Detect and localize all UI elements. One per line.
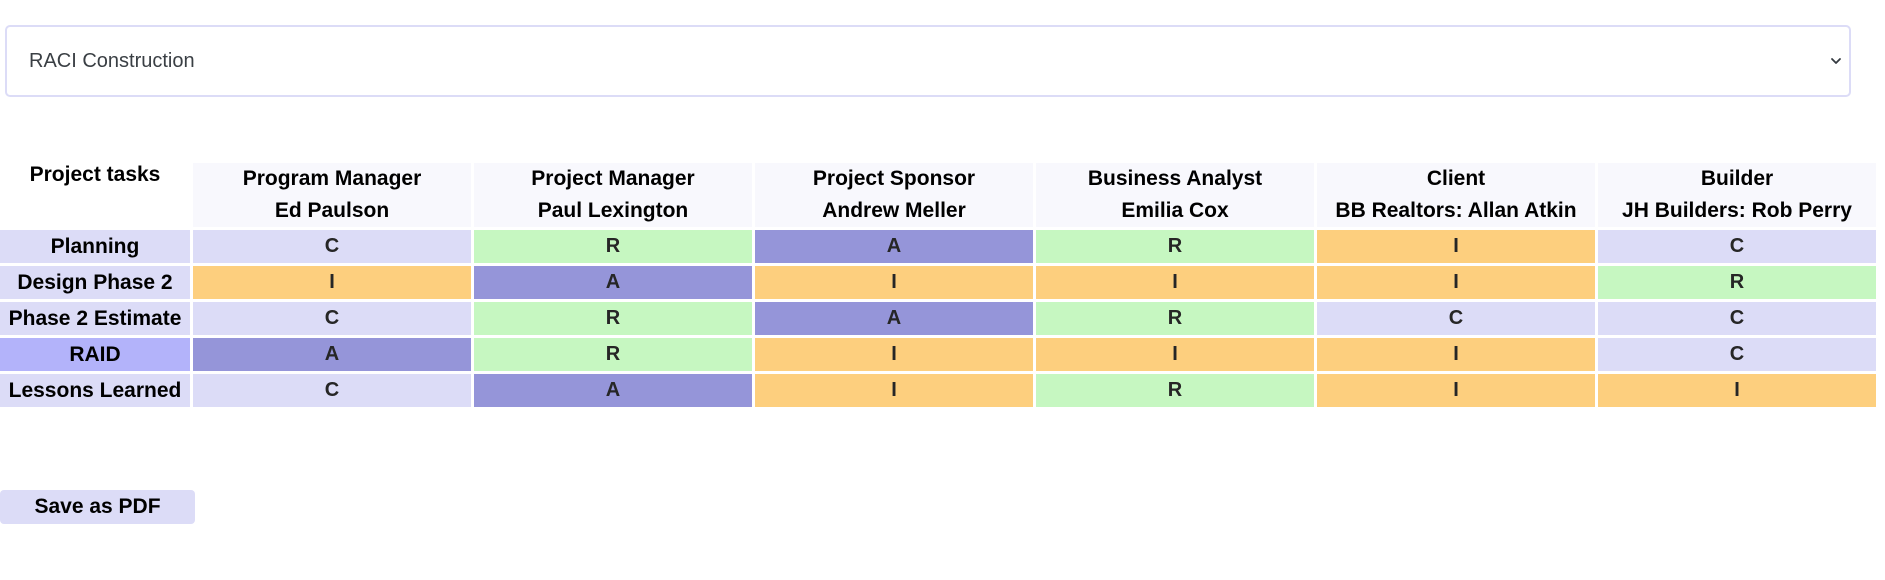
raci-cell[interactable]: R bbox=[1598, 266, 1876, 299]
raci-cell[interactable]: I bbox=[755, 266, 1033, 299]
task-name[interactable]: RAID bbox=[0, 338, 190, 371]
raci-cell[interactable]: A bbox=[755, 302, 1033, 335]
raci-cell[interactable]: I bbox=[755, 338, 1033, 371]
role-title: Program Manager bbox=[242, 167, 422, 190]
raci-cell[interactable]: I bbox=[755, 374, 1033, 407]
raci-cell[interactable]: C bbox=[193, 374, 471, 407]
role-person: Ed Paulson bbox=[274, 199, 390, 222]
raci-cell[interactable]: C bbox=[193, 230, 471, 263]
role-person: Emilia Cox bbox=[1121, 199, 1229, 222]
raci-cell[interactable]: R bbox=[1036, 374, 1314, 407]
header-row: Project tasks Program Manager Ed Paulson … bbox=[0, 163, 1876, 227]
raci-cell[interactable]: I bbox=[193, 266, 471, 299]
role-person: JH Builders: Rob Perry bbox=[1622, 199, 1852, 222]
raci-template-select[interactable]: RACI Construction bbox=[5, 25, 1851, 97]
raci-cell[interactable]: C bbox=[1598, 302, 1876, 335]
raci-cell[interactable]: R bbox=[474, 302, 752, 335]
raci-cell[interactable]: R bbox=[474, 230, 752, 263]
role-header: Program Manager Ed Paulson bbox=[193, 163, 471, 227]
raci-cell[interactable]: A bbox=[193, 338, 471, 371]
role-header: Builder JH Builders: Rob Perry bbox=[1598, 163, 1876, 227]
task-name[interactable]: Planning bbox=[0, 230, 190, 263]
raci-cell[interactable]: A bbox=[755, 230, 1033, 263]
raci-cell[interactable]: C bbox=[193, 302, 471, 335]
task-name[interactable]: Design Phase 2 bbox=[0, 266, 190, 299]
role-header: Project Manager Paul Lexington bbox=[474, 163, 752, 227]
save-as-pdf-button[interactable]: Save as PDF bbox=[0, 490, 195, 524]
raci-cell[interactable]: R bbox=[1036, 302, 1314, 335]
raci-cell[interactable]: R bbox=[474, 338, 752, 371]
role-person: Andrew Meller bbox=[822, 199, 966, 222]
raci-cell[interactable]: R bbox=[1036, 230, 1314, 263]
raci-cell[interactable]: I bbox=[1036, 266, 1314, 299]
raci-matrix: Project tasks Program Manager Ed Paulson … bbox=[0, 160, 1879, 410]
raci-cell[interactable]: C bbox=[1317, 302, 1595, 335]
role-title: Client bbox=[1426, 167, 1486, 190]
raci-cell[interactable]: I bbox=[1036, 338, 1314, 371]
task-name[interactable]: Phase 2 Estimate bbox=[0, 302, 190, 335]
table-row: Planning C R A R I C bbox=[0, 230, 1876, 263]
role-header: Project Sponsor Andrew Meller bbox=[755, 163, 1033, 227]
role-header: Business Analyst Emilia Cox bbox=[1036, 163, 1314, 227]
raci-cell[interactable]: C bbox=[1598, 338, 1876, 371]
raci-cell[interactable]: I bbox=[1317, 230, 1595, 263]
chevron-down-icon bbox=[1831, 58, 1841, 64]
role-header: Client BB Realtors: Allan Atkin bbox=[1317, 163, 1595, 227]
project-tasks-header: Project tasks bbox=[0, 163, 190, 227]
raci-cell[interactable]: A bbox=[474, 266, 752, 299]
role-title: Project Sponsor bbox=[812, 167, 976, 190]
raci-cell[interactable]: I bbox=[1317, 266, 1595, 299]
table-row: RAID A R I I I C bbox=[0, 338, 1876, 371]
raci-cell[interactable]: I bbox=[1598, 374, 1876, 407]
role-person: BB Realtors: Allan Atkin bbox=[1335, 199, 1577, 222]
raci-cell[interactable]: A bbox=[474, 374, 752, 407]
role-title: Project Manager bbox=[531, 167, 695, 190]
table-row: Phase 2 Estimate C R A R C C bbox=[0, 302, 1876, 335]
raci-cell[interactable]: I bbox=[1317, 338, 1595, 371]
role-person: Paul Lexington bbox=[537, 199, 689, 222]
table-row: Design Phase 2 I A I I I R bbox=[0, 266, 1876, 299]
role-title: Business Analyst bbox=[1087, 167, 1263, 190]
role-title: Builder bbox=[1700, 167, 1774, 190]
raci-template-select-value: RACI Construction bbox=[29, 50, 195, 72]
table-row: Lessons Learned C A I R I I bbox=[0, 374, 1876, 407]
task-name[interactable]: Lessons Learned bbox=[0, 374, 190, 407]
raci-cell[interactable]: C bbox=[1598, 230, 1876, 263]
raci-cell[interactable]: I bbox=[1317, 374, 1595, 407]
